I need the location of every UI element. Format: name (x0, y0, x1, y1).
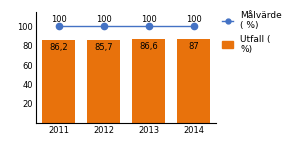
Bar (87, 40, 120, 123)
Bar (42, 40, 75, 123)
Legend: Målvärde
( %), Utfall (
%): Målvärde ( %), Utfall ( %) (222, 11, 282, 54)
Text: 85,7: 85,7 (94, 43, 113, 52)
Bar (132, 39, 165, 123)
Text: 100: 100 (186, 15, 201, 24)
Text: 100: 100 (96, 15, 111, 24)
Text: 86,6: 86,6 (139, 42, 158, 51)
Text: 87: 87 (188, 42, 199, 51)
Bar (177, 39, 210, 123)
Text: 86,2: 86,2 (49, 43, 68, 52)
Text: 100: 100 (141, 15, 156, 24)
Text: 100: 100 (51, 15, 66, 24)
